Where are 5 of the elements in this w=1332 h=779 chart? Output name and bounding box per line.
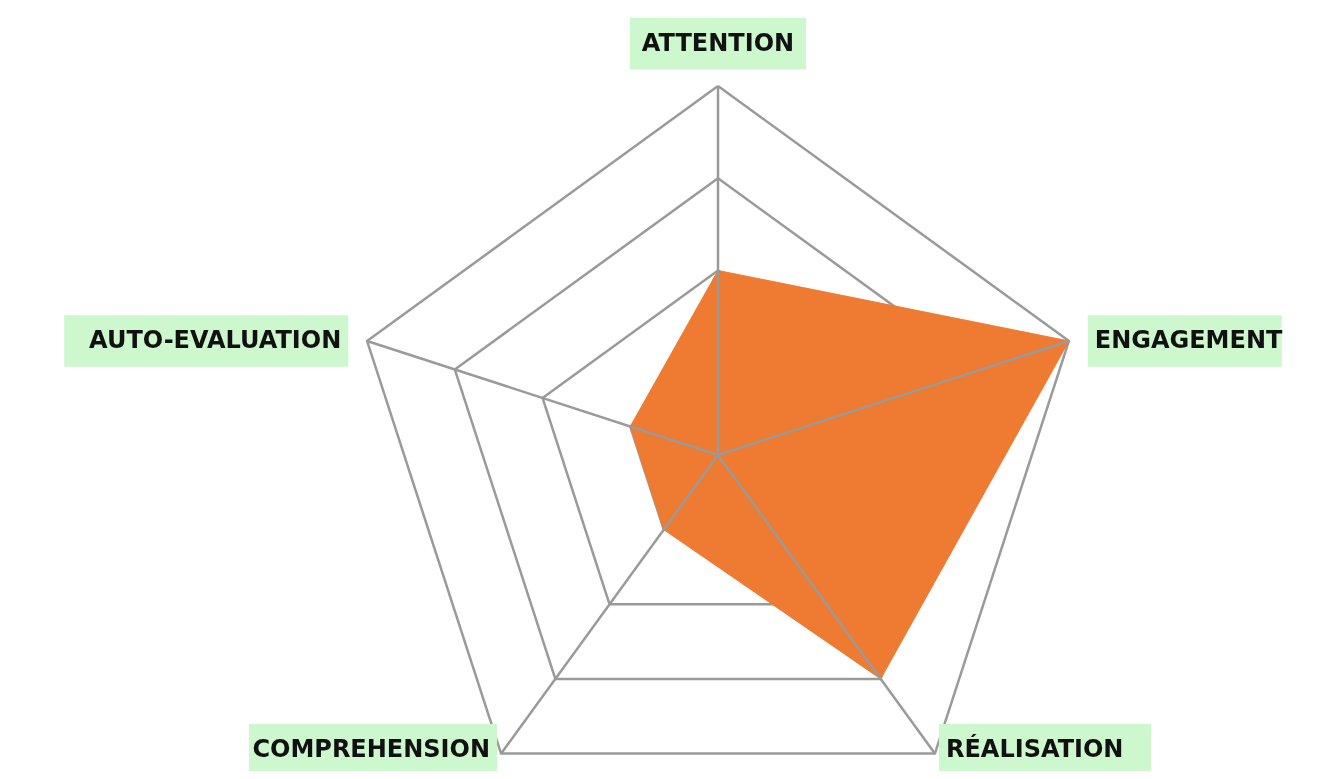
spoke-label: ENGAGEMENT bbox=[1094, 325, 1283, 354]
spoke-label: AUTO-EVALUATION bbox=[89, 325, 342, 354]
spoke-label: COMPREHENSION bbox=[252, 734, 491, 763]
spoke-label: ATTENTION bbox=[641, 28, 795, 57]
spoke-label: RÉALISATION bbox=[945, 733, 1124, 763]
